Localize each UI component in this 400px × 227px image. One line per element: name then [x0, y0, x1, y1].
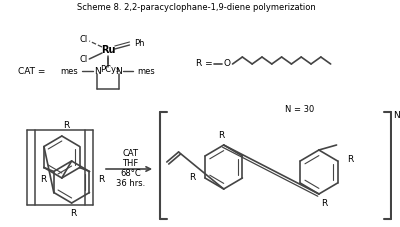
Text: N: N [94, 67, 100, 76]
Text: mes: mes [61, 67, 78, 76]
Text: Ph: Ph [134, 39, 145, 47]
Text: N: N [394, 111, 400, 119]
Text: R: R [98, 175, 104, 183]
Text: Cl: Cl [79, 35, 87, 44]
Text: mes: mes [137, 67, 155, 76]
Text: Ru: Ru [101, 45, 115, 55]
Text: N = 30: N = 30 [285, 104, 314, 114]
Text: CAT: CAT [122, 150, 138, 158]
Text: CAT =: CAT = [18, 67, 45, 76]
Text: R: R [64, 121, 70, 129]
Text: R: R [189, 173, 196, 182]
Text: O: O [223, 59, 230, 69]
Text: N: N [115, 67, 122, 76]
Text: Cl: Cl [79, 55, 87, 64]
Text: THF: THF [122, 160, 139, 168]
Text: Scheme 8. 2,2-paracyclophane-1,9-diene polymerization: Scheme 8. 2,2-paracyclophane-1,9-diene p… [77, 2, 316, 12]
Text: R: R [347, 155, 354, 165]
Text: R: R [40, 175, 46, 183]
Text: PCy₃: PCy₃ [100, 64, 120, 74]
Text: 68°C: 68°C [120, 168, 141, 178]
Text: R: R [218, 131, 224, 141]
Text: R =: R = [196, 59, 213, 69]
Text: 36 hrs.: 36 hrs. [116, 178, 145, 188]
Text: R: R [321, 200, 327, 209]
Text: R: R [70, 210, 77, 219]
